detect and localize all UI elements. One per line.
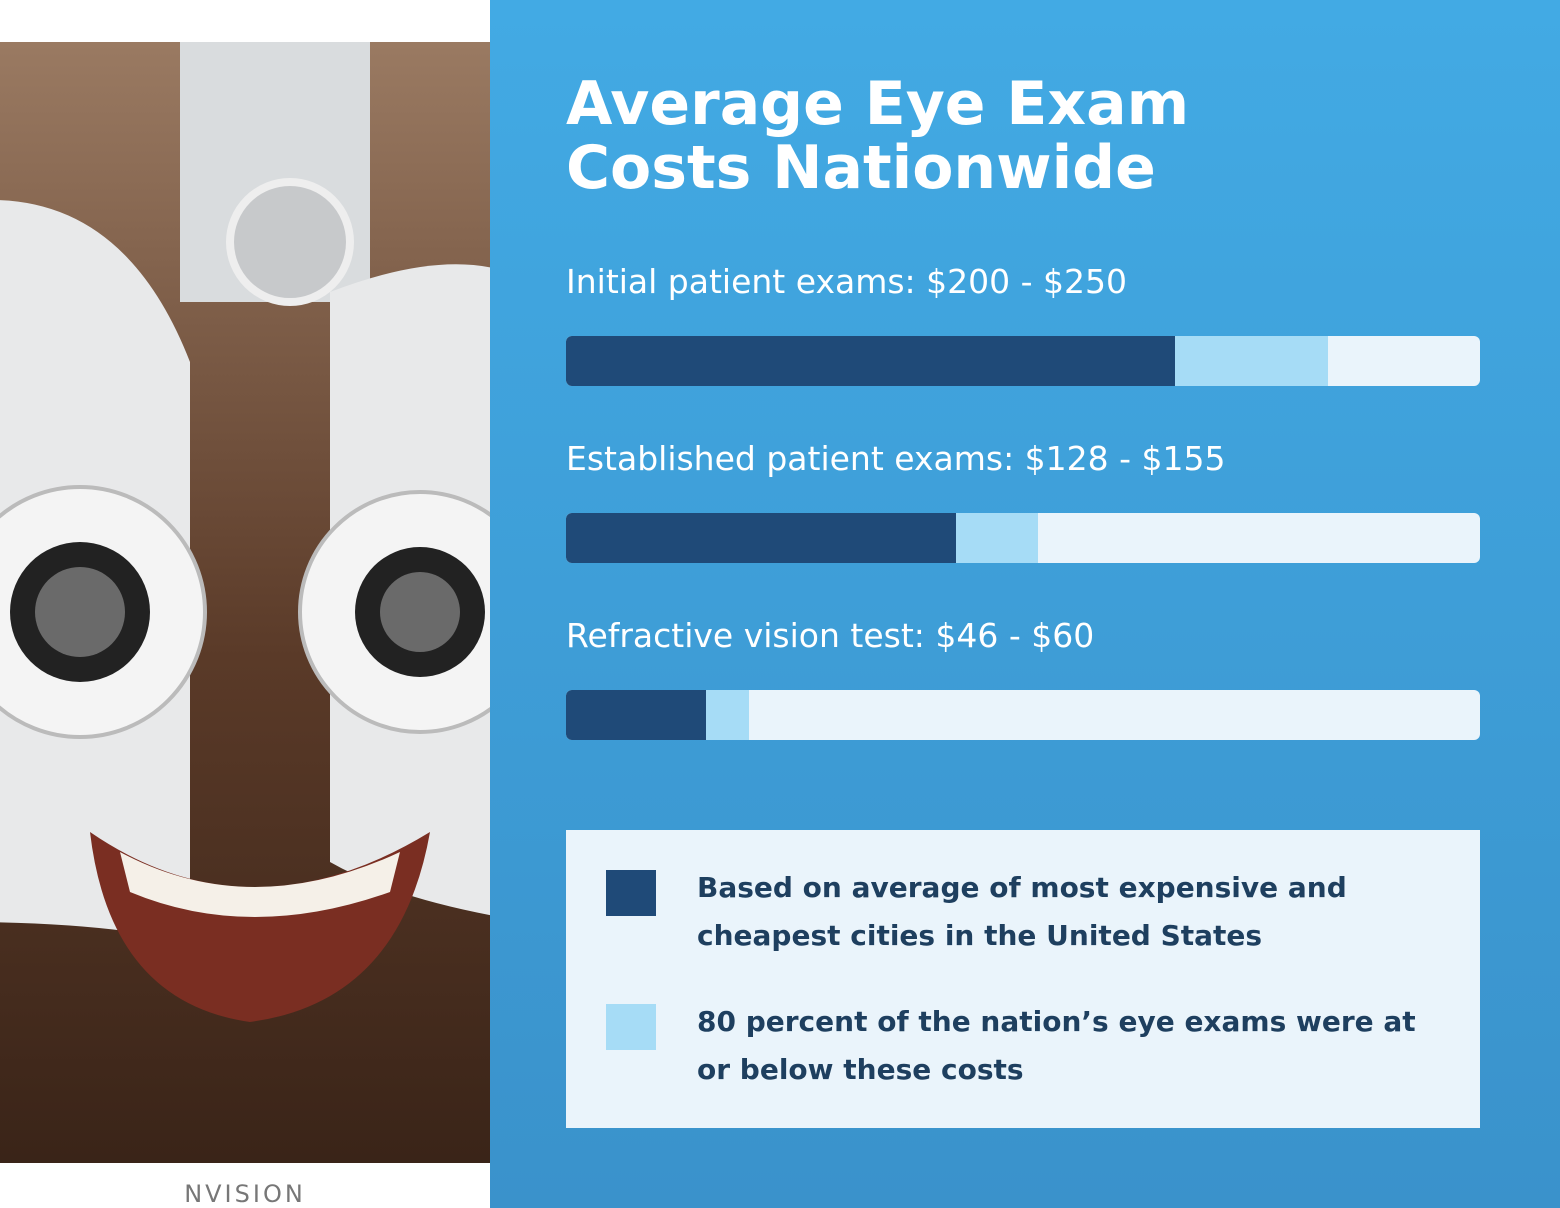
chart-title: Average Eye Exam Costs Nationwide — [566, 69, 1190, 203]
bar — [566, 336, 1176, 386]
photo-illustration — [0, 42, 490, 1022]
legend-label: 80 percent of the nation’s eye exams wer… — [697, 1005, 1416, 1086]
bar-track — [566, 513, 1480, 563]
legend-label: Based on average of most expensive and c… — [697, 871, 1347, 952]
bar — [566, 513, 956, 563]
legend-swatch — [606, 870, 656, 916]
brand-logo: NVISION — [184, 1180, 306, 1208]
legend: Based on average of most expensive and c… — [566, 830, 1480, 1128]
bar-track — [566, 690, 1480, 740]
category-label: Initial patient exams: $200 - $250 — [566, 262, 1127, 301]
legend-swatch — [606, 1004, 656, 1050]
category-label: Established patient exams: $128 - $155 — [566, 439, 1226, 478]
photo — [0, 42, 490, 1163]
bar-track — [566, 336, 1480, 386]
category-label: Refractive vision test: $46 - $60 — [566, 616, 1095, 655]
bar — [566, 690, 707, 740]
